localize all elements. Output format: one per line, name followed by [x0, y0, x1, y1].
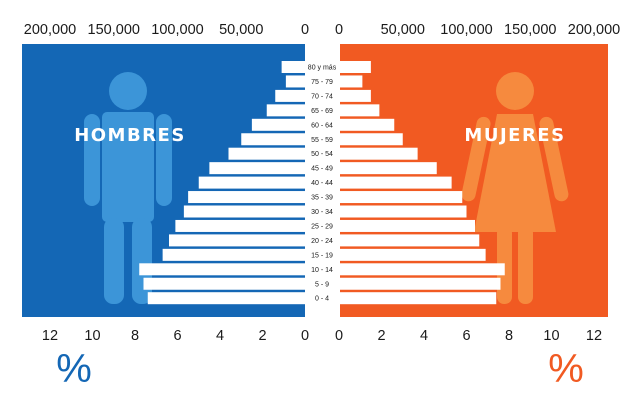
bar-mujeres-16	[339, 61, 371, 73]
bar-hombres-16	[281, 61, 305, 73]
age-label-14: 70 - 74	[311, 93, 333, 100]
age-label-6: 30 - 34	[311, 209, 333, 216]
pct-tick-right-6: 12	[586, 328, 602, 344]
count-tick-left-4: 200,000	[24, 22, 76, 38]
percent-symbol-left: %	[56, 347, 92, 391]
bar-hombres-15	[285, 75, 305, 88]
age-label-15: 75 - 79	[311, 79, 333, 86]
pct-tick-right-3: 6	[462, 328, 470, 344]
pct-tick-left-3: 6	[173, 328, 181, 344]
age-label-10: 50 - 54	[311, 151, 333, 158]
bar-hombres-1	[143, 277, 305, 290]
bar-hombres-11	[241, 133, 305, 146]
pct-tick-right-1: 2	[377, 328, 385, 344]
bar-hombres-0	[147, 292, 305, 305]
bar-mujeres-9	[339, 162, 437, 175]
percent-symbol-right: %	[548, 347, 584, 391]
bar-mujeres-6	[339, 205, 467, 218]
bar-hombres-9	[209, 162, 305, 175]
pct-tick-right-4: 8	[505, 328, 513, 344]
age-label-13: 65 - 69	[311, 108, 333, 115]
pct-tick-left-6: 12	[42, 328, 58, 344]
bar-mujeres-13	[339, 104, 380, 117]
count-tick-left-0: 0	[301, 22, 309, 38]
age-label-16: 80 y más	[308, 65, 337, 72]
bar-hombres-8	[198, 176, 305, 189]
count-tick-right-4: 200,000	[568, 22, 620, 38]
bar-hombres-10	[228, 147, 305, 160]
age-label-9: 45 - 49	[311, 166, 333, 173]
pct-tick-left-1: 2	[258, 328, 266, 344]
bar-hombres-12	[251, 118, 305, 131]
bar-mujeres-14	[339, 89, 371, 102]
count-tick-right-2: 100,000	[440, 22, 492, 38]
count-tick-right-0: 0	[335, 22, 343, 38]
age-label-1: 5 - 9	[315, 281, 329, 288]
bar-hombres-2	[139, 263, 305, 276]
bar-hombres-7	[188, 191, 305, 204]
bar-mujeres-0	[339, 292, 497, 305]
count-tick-left-2: 100,000	[151, 22, 203, 38]
bar-hombres-13	[266, 104, 305, 117]
bar-mujeres-1	[339, 277, 501, 290]
bar-hombres-4	[169, 234, 305, 247]
age-label-8: 40 - 44	[311, 180, 333, 187]
pct-tick-left-2: 4	[216, 328, 224, 344]
hombres-label: HOMBRES	[74, 125, 186, 146]
bar-mujeres-4	[339, 234, 480, 247]
count-tick-left-3: 150,000	[88, 22, 140, 38]
age-label-4: 20 - 24	[311, 238, 333, 245]
man-silhouette-icon	[84, 72, 172, 304]
count-tick-left-1: 50,000	[219, 22, 263, 38]
bar-hombres-14	[275, 89, 305, 102]
bar-mujeres-15	[339, 75, 363, 88]
age-label-7: 35 - 39	[311, 195, 333, 202]
pct-tick-left-4: 8	[131, 328, 139, 344]
bar-mujeres-5	[339, 219, 475, 232]
bar-mujeres-10	[339, 147, 418, 160]
mujeres-label: MUJERES	[464, 125, 565, 146]
age-label-12: 60 - 64	[311, 122, 333, 129]
count-tick-right-1: 50,000	[381, 22, 425, 38]
pct-tick-right-0: 0	[335, 328, 343, 344]
bar-hombres-3	[162, 248, 305, 261]
bar-mujeres-11	[339, 133, 403, 146]
pct-tick-left-5: 10	[84, 328, 100, 344]
pct-tick-right-2: 4	[420, 328, 428, 344]
pct-tick-left-0: 0	[301, 328, 309, 344]
age-label-3: 15 - 19	[311, 252, 333, 259]
bar-hombres-6	[183, 205, 305, 218]
age-label-11: 55 - 59	[311, 137, 333, 144]
age-label-2: 10 - 14	[311, 267, 333, 274]
age-label-0: 0 - 4	[315, 296, 329, 303]
bar-mujeres-2	[339, 263, 505, 276]
bar-hombres-5	[175, 219, 305, 232]
age-label-5: 25 - 29	[311, 223, 333, 230]
bar-mujeres-8	[339, 176, 452, 189]
woman-silhouette-icon	[461, 72, 569, 304]
bar-mujeres-3	[339, 248, 486, 261]
pct-tick-right-5: 10	[543, 328, 559, 344]
bar-mujeres-7	[339, 191, 463, 204]
bar-mujeres-12	[339, 118, 395, 131]
count-tick-right-3: 150,000	[504, 22, 556, 38]
